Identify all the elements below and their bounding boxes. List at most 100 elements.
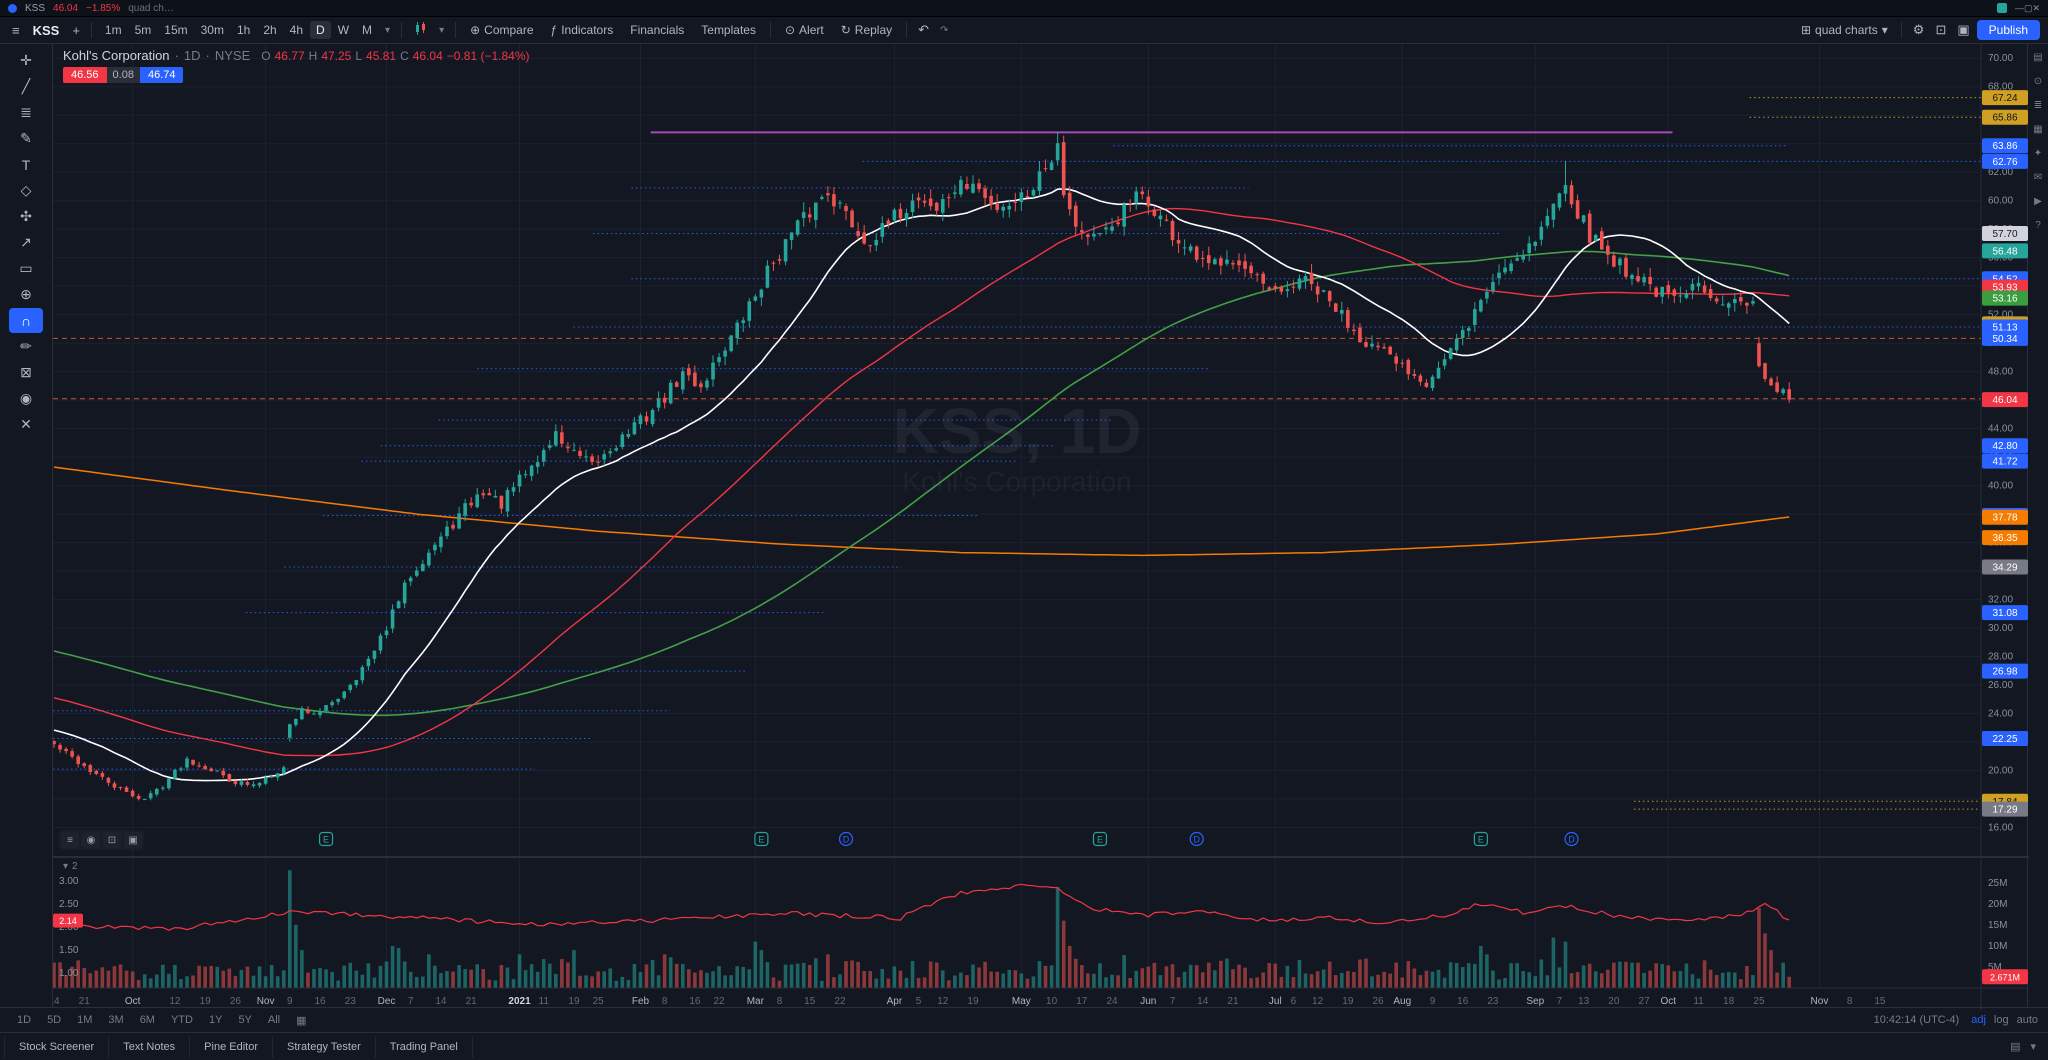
toggle-auto[interactable]: auto (2016, 1014, 2038, 1026)
forecast-tool[interactable]: ↗ (20, 234, 32, 250)
tab-pine-editor[interactable]: Pine Editor (190, 1035, 273, 1058)
timeframe-2h[interactable]: 2h (263, 23, 277, 37)
measure-tool[interactable]: ▭ (19, 260, 33, 276)
panel-layout-icon[interactable]: ▤ (2010, 1041, 2021, 1053)
timeframe-1m[interactable]: 1m (104, 23, 122, 37)
templates-button[interactable]: Templates (701, 23, 756, 37)
pane-maximize-icon[interactable]: ⊡ (103, 832, 121, 848)
clock-display[interactable]: 10:42:14 (UTC-4) (1873, 1014, 1960, 1026)
screenshot-icon[interactable]: ▣ (1957, 22, 1970, 37)
compare-button[interactable]: ⊕ Compare (470, 23, 534, 37)
buy-button[interactable]: 46.74 (139, 67, 184, 83)
timeframe-M[interactable]: M (362, 23, 373, 37)
range-5D[interactable]: 5D (47, 1014, 62, 1026)
tab-symbol[interactable]: KSS (25, 2, 46, 14)
candle-style-icon[interactable] (409, 21, 432, 39)
pane-visibility-icon[interactable]: ◉ (82, 832, 100, 848)
zoom-tool[interactable]: ⊕ (20, 286, 32, 302)
svg-text:26.00: 26.00 (1988, 680, 2013, 691)
help-icon[interactable]: ? (2035, 220, 2041, 231)
remove-drawings-tool[interactable]: ✕ (20, 416, 32, 432)
ideas-icon[interactable]: ✦ (2033, 148, 2043, 159)
timeframe-1h[interactable]: 1h (236, 23, 251, 37)
watchlist-icon[interactable]: ▤ (2033, 52, 2043, 63)
publish-button[interactable]: Publish (1976, 20, 2040, 40)
indicators-button[interactable]: ƒ Indicators (550, 23, 614, 37)
pane-screenshot-icon[interactable]: ▣ (124, 832, 142, 848)
timeframe-W[interactable]: W (337, 23, 350, 37)
maximize-button[interactable]: ▢ (2023, 2, 2033, 13)
redo-icon[interactable]: ↷ (940, 24, 949, 36)
close-button[interactable]: ✕ (2032, 2, 2040, 13)
event-marker-D[interactable]: D (838, 831, 854, 847)
svg-text:21: 21 (466, 996, 478, 1007)
calendar-icon[interactable]: ▦ (2033, 124, 2043, 135)
svg-text:7: 7 (408, 996, 414, 1007)
event-marker-E[interactable]: E (1092, 831, 1108, 847)
svg-text:50.34: 50.34 (1992, 334, 2017, 345)
volume-pane-legend[interactable]: ▾ 2 (63, 861, 78, 872)
alert-button[interactable]: ⊙ Alert (784, 23, 824, 37)
alerts-icon[interactable]: ⊙ (2033, 76, 2043, 87)
timeframe-5m[interactable]: 5m (134, 23, 152, 37)
fullscreen-icon[interactable]: ⊡ (1935, 22, 1947, 37)
pattern-tool[interactable]: ✣ (20, 208, 32, 224)
financials-button[interactable]: Financials (630, 23, 685, 37)
timeframe-15m[interactable]: 15m (164, 23, 188, 37)
extension-badge-icon[interactable] (1996, 3, 2007, 13)
range-3M[interactable]: 3M (108, 1014, 124, 1026)
candle-style-chevron-icon[interactable]: ▾ (439, 24, 445, 36)
magnet-tool[interactable]: ∩ (9, 308, 43, 333)
price-chart[interactable]: EEDEDED16.0018.0020.0022.0024.0026.0028.… (53, 44, 2029, 1011)
svg-text:11: 11 (539, 996, 550, 1007)
tab-strategy-tester[interactable]: Strategy Tester (273, 1035, 376, 1058)
tab-text-notes[interactable]: Text Notes (109, 1035, 191, 1058)
legend-company[interactable]: Kohl's Corporation (63, 48, 170, 63)
timeframe-30m[interactable]: 30m (200, 23, 224, 37)
symbol-add-icon[interactable]: + (72, 22, 80, 38)
toggle-log[interactable]: log (1993, 1014, 2009, 1026)
minimize-button[interactable]: — (2014, 2, 2024, 13)
drawing-mode-tool[interactable]: ✏ (20, 338, 32, 354)
range-1M[interactable]: 1M (77, 1014, 93, 1026)
range-1D[interactable]: 1D (17, 1014, 32, 1026)
go-to-date-icon[interactable]: ▦ (296, 1014, 307, 1027)
timeframe-chevron-icon[interactable]: ▾ (385, 24, 391, 36)
undo-icon[interactable]: ↶ (918, 22, 930, 37)
toggle-adj[interactable]: adj (1971, 1014, 1986, 1026)
event-marker-E[interactable]: E (754, 831, 769, 847)
settings-gear-icon[interactable]: ⚙ (1912, 22, 1925, 37)
event-marker-D[interactable]: D (1564, 831, 1579, 847)
chats-icon[interactable]: ✉ (2033, 172, 2043, 183)
brush-tool[interactable]: ✎ (20, 130, 32, 146)
tab-stock-screener[interactable]: Stock Screener (4, 1035, 110, 1058)
sell-button[interactable]: 46.56 (63, 67, 107, 83)
collapse-panel-icon[interactable]: ▾ (2030, 1041, 2036, 1053)
streams-icon[interactable]: ▶ (2034, 196, 2042, 207)
news-icon[interactable]: ≣ (2033, 100, 2043, 111)
symbol-button[interactable]: KSS (32, 22, 60, 38)
range-All[interactable]: All (267, 1014, 281, 1026)
shapes-tool[interactable]: ◇ (20, 182, 32, 198)
event-marker-D[interactable]: D (1189, 831, 1204, 847)
fib-retracement-tool[interactable]: ≣ (20, 104, 32, 120)
tab-trading-panel[interactable]: Trading Panel (376, 1035, 473, 1058)
legend-interval[interactable]: 1D (183, 48, 201, 63)
replay-button[interactable]: ↻ Replay (840, 23, 893, 37)
timeframe-D[interactable]: D (310, 21, 331, 39)
range-5Y[interactable]: 5Y (238, 1014, 252, 1026)
range-YTD[interactable]: YTD (170, 1014, 193, 1026)
hide-drawings-tool[interactable]: ◉ (19, 390, 33, 406)
pane-objects-icon[interactable]: ≡ (61, 832, 79, 848)
event-marker-E[interactable]: E (318, 831, 334, 847)
lock-drawings-tool[interactable]: ⊠ (20, 364, 32, 380)
timeframe-4h[interactable]: 4h (289, 23, 304, 37)
trendline-tool[interactable]: ╱ (21, 78, 31, 94)
event-marker-E[interactable]: E (1473, 831, 1488, 847)
text-tool[interactable]: T (21, 156, 31, 173)
crosshair-tool[interactable]: ✛ (20, 52, 32, 68)
range-6M[interactable]: 6M (139, 1014, 155, 1026)
range-1Y[interactable]: 1Y (208, 1014, 223, 1026)
menu-icon[interactable]: ≡ (12, 22, 20, 38)
layout-select[interactable]: ⊞ quad charts ▾ (1800, 23, 1888, 37)
